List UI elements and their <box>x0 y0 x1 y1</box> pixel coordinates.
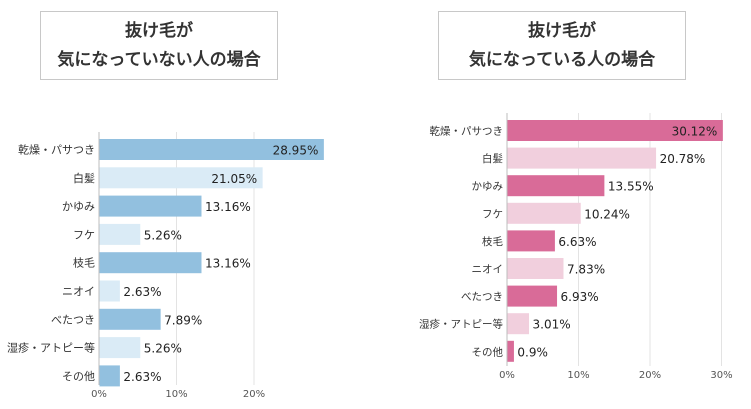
right-data-label: 10.24% <box>584 207 630 221</box>
left-bar <box>99 252 202 274</box>
right-data-label: 7.83% <box>567 263 605 277</box>
left-x-tick-label: 10% <box>165 389 187 400</box>
left-category-label: 乾燥・パサつき <box>18 144 95 157</box>
left-category-label: 枝毛 <box>73 256 95 270</box>
left-data-label: 13.16% <box>205 200 251 214</box>
left-category-label: かゆみ <box>62 200 95 213</box>
right-category-label: 白髪 <box>482 152 503 165</box>
right-category-label: 枝毛 <box>482 235 503 248</box>
left-data-label: 21.05% <box>211 172 257 186</box>
right-data-label: 0.9% <box>517 345 548 359</box>
left-bar <box>99 139 324 160</box>
right-category-label: 乾燥・パサつき <box>430 125 504 138</box>
left-bar <box>99 280 120 302</box>
left-data-label: 2.63% <box>123 370 161 384</box>
right-bar <box>507 202 581 224</box>
right-x-tick-label: 0% <box>499 370 515 381</box>
left-bar <box>99 365 120 387</box>
right-bar <box>507 313 530 335</box>
right-category-label: かゆみ <box>472 181 504 193</box>
right-bar <box>507 340 514 362</box>
left-category-label: 湿疹・アトピー等 <box>7 341 95 355</box>
left-title-line-2: 気になっていない人の場合 <box>57 50 261 70</box>
right-x-tick-label: 20% <box>639 370 661 381</box>
left-bar <box>99 337 141 359</box>
right-bar <box>507 230 555 252</box>
right-data-label: 3.01% <box>533 318 571 332</box>
right-bar <box>507 120 723 141</box>
left-x-tick-label: 20% <box>243 389 265 400</box>
left-data-label: 2.63% <box>123 285 161 299</box>
right-data-label: 20.78% <box>660 152 706 166</box>
left-data-label: 5.26% <box>144 228 182 242</box>
left-data-label: 7.89% <box>164 313 202 327</box>
left-x-tick-label: 0% <box>91 389 107 400</box>
right-x-tick-label: 30% <box>710 370 732 381</box>
right-x-tick-label: 10% <box>567 370 589 381</box>
left-category-label: 白髪 <box>73 171 95 185</box>
right-data-label: 6.93% <box>561 290 599 304</box>
left-chart-title: 抜け毛が 気になっていない人の場合 <box>40 11 278 80</box>
right-data-label: 6.63% <box>558 235 596 249</box>
right-data-label: 30.12% <box>672 125 718 139</box>
right-chart-title: 抜け毛が 気になっている人の場合 <box>438 11 686 80</box>
left-category-label: ニオイ <box>62 285 95 298</box>
right-category-label: ニオイ <box>472 264 504 276</box>
left-bar <box>99 223 141 245</box>
left-category-label: べたつき <box>51 313 95 326</box>
right-data-label: 13.55% <box>608 180 654 194</box>
right-title-line-1: 抜け毛が <box>528 21 596 41</box>
right-category-label: べたつき <box>461 291 503 303</box>
left-category-label: その他 <box>62 370 95 383</box>
right-category-label: フケ <box>482 208 503 220</box>
left-category-label: フケ <box>73 228 95 241</box>
right-bar <box>507 147 657 169</box>
right-bar <box>507 258 564 279</box>
left-data-label: 13.16% <box>205 257 251 271</box>
left-data-label: 5.26% <box>144 342 182 356</box>
left-bar <box>99 195 202 217</box>
left-bar <box>99 308 161 330</box>
left-title-line-1: 抜け毛が <box>125 21 193 41</box>
right-bar <box>507 285 558 307</box>
right-bar <box>507 175 605 197</box>
left-bar <box>99 167 263 189</box>
left-data-label: 28.95% <box>273 144 319 158</box>
right-title-line-2: 気になっている人の場合 <box>468 50 656 70</box>
right-category-label: その他 <box>472 345 504 358</box>
right-category-label: 湿疹・アトピー等 <box>419 318 503 331</box>
